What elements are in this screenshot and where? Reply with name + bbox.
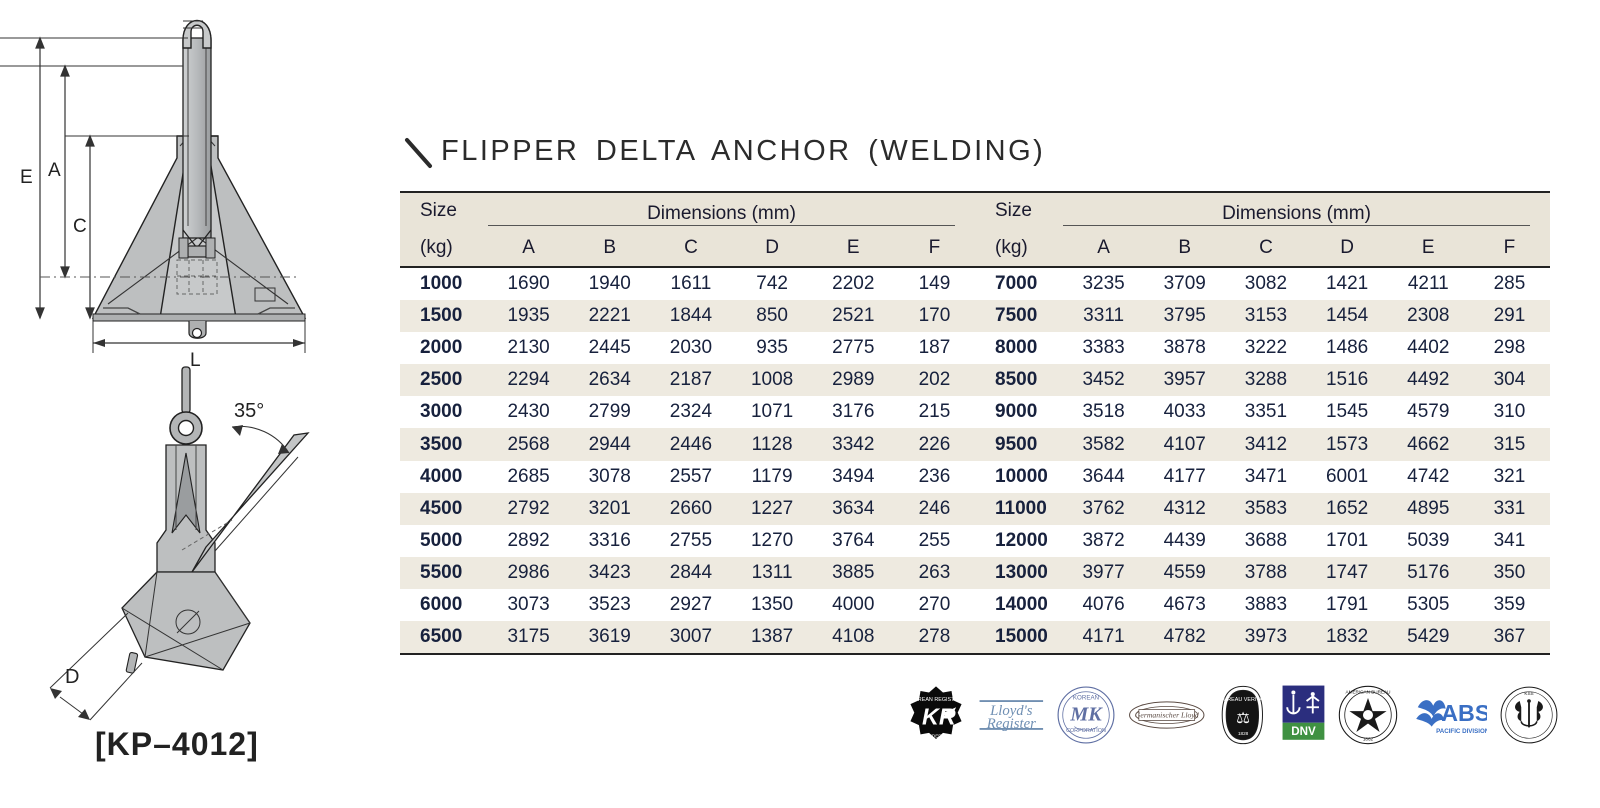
svg-text:BUREAU VERITAS: BUREAU VERITAS bbox=[1220, 697, 1267, 703]
svg-text:A: A bbox=[48, 160, 61, 181]
svg-text:C: C bbox=[73, 216, 87, 237]
svg-text:Register: Register bbox=[986, 716, 1036, 732]
svg-text:KOREAN REGISTER: KOREAN REGISTER bbox=[910, 697, 962, 703]
svg-text:1862: 1862 bbox=[1363, 736, 1374, 741]
svg-text:KOREAN: KOREAN bbox=[1073, 694, 1099, 701]
svg-text:Germanischer Lloyd: Germanischer Lloyd bbox=[1135, 710, 1199, 719]
svg-text:CORPORATION: CORPORATION bbox=[1066, 728, 1106, 734]
svg-text:1828: 1828 bbox=[1238, 731, 1249, 736]
svg-text:35°: 35° bbox=[234, 400, 264, 422]
svg-text:D: D bbox=[65, 666, 79, 688]
svg-text:KSS: KSS bbox=[1524, 690, 1533, 695]
svg-text:E: E bbox=[20, 167, 33, 188]
svg-text:⚖: ⚖ bbox=[1236, 709, 1250, 726]
svg-text:PACIFIC DIVISION: PACIFIC DIVISION bbox=[1436, 727, 1487, 734]
svg-text:ABS: ABS bbox=[1441, 700, 1487, 726]
svg-text:AMERICAN BUREAU: AMERICAN BUREAU bbox=[1345, 689, 1390, 694]
svg-text:DNV: DNV bbox=[1291, 725, 1316, 738]
svg-text:MK: MK bbox=[1070, 703, 1104, 725]
svg-text:FOUNDED 1960: FOUNDED 1960 bbox=[919, 733, 954, 738]
